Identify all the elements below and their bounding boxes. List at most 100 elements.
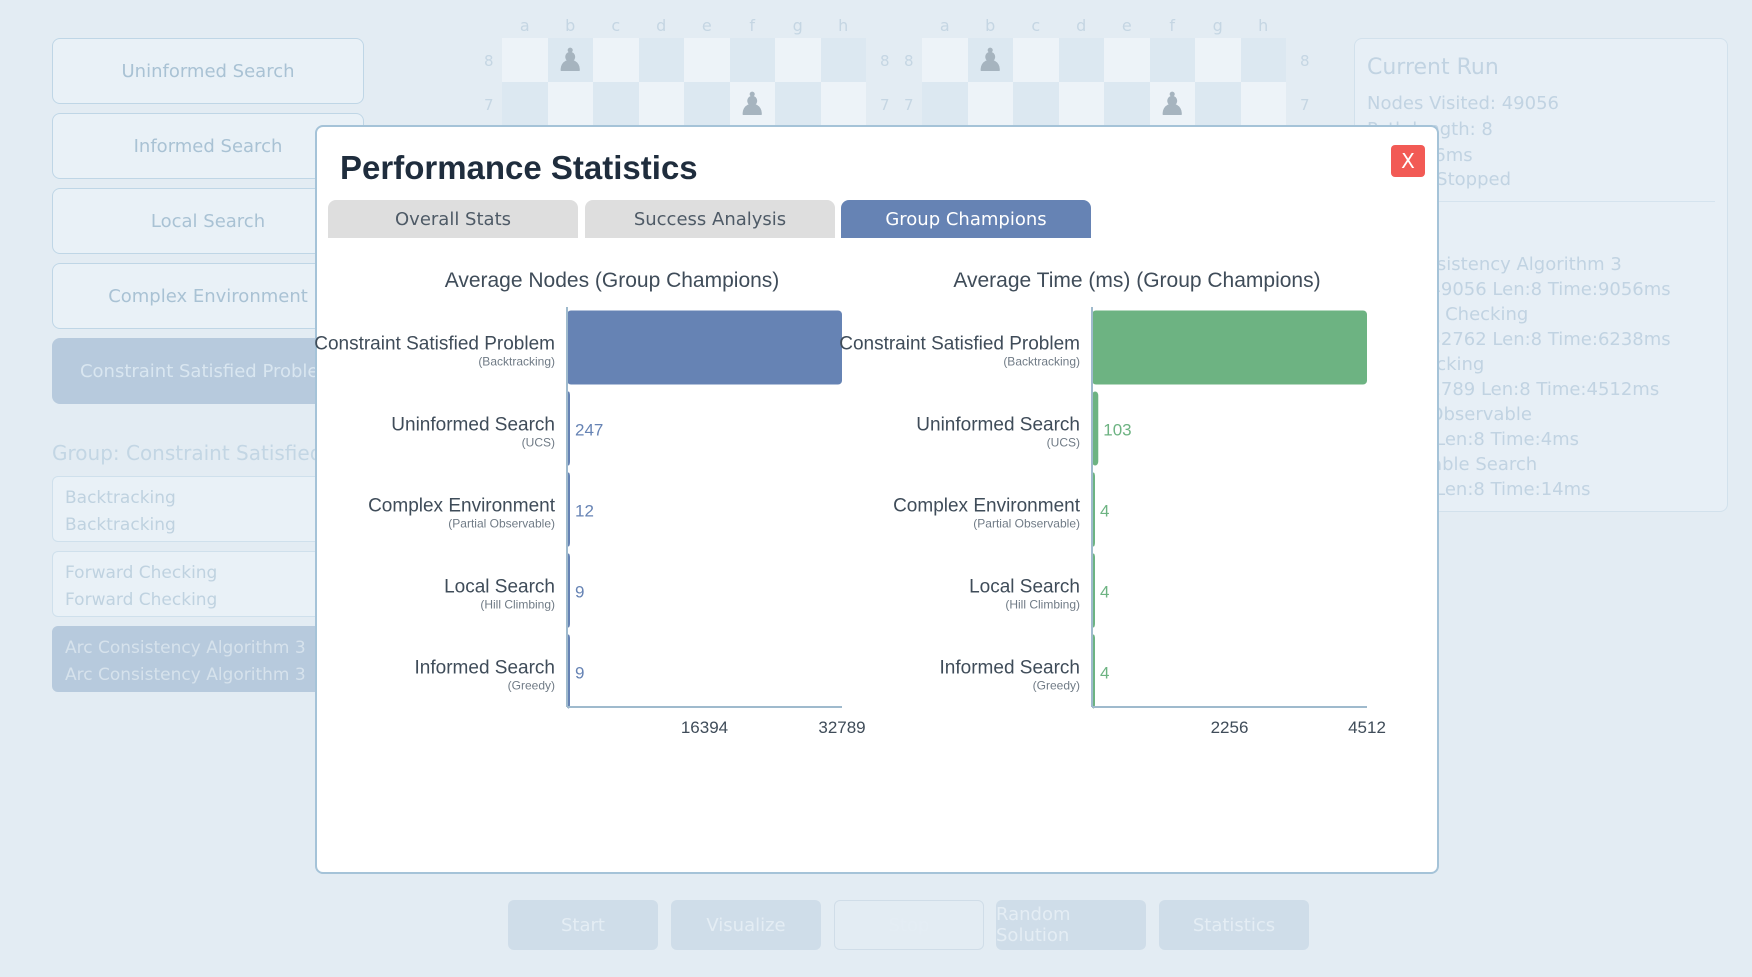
rank-label: 7 xyxy=(484,96,494,114)
menu-informed-search[interactable]: Informed Search xyxy=(52,113,364,179)
category-sublabel: (Hill Climbing) xyxy=(1005,598,1080,612)
category-label: Informed Search xyxy=(415,658,555,679)
history-line: Nodes:32762 Len:8 Time:6238ms xyxy=(1367,329,1671,350)
bar xyxy=(567,310,842,385)
stop-button[interactable]: Stop xyxy=(834,900,984,950)
chart-svg: Average Nodes (Group Champions) Constrain… xyxy=(314,269,865,737)
board-square xyxy=(1058,82,1104,126)
board-square xyxy=(1149,82,1195,126)
visualize-button[interactable]: Visualize xyxy=(671,900,821,950)
board-square xyxy=(922,82,968,126)
category-label: Informed Search xyxy=(940,658,1080,679)
modal-title: Performance Statistics xyxy=(340,149,698,186)
board-square xyxy=(1104,82,1150,126)
board-square xyxy=(820,82,866,126)
category-label: Complex Environment xyxy=(893,496,1081,517)
category-label: Constraint Satisfied Problem xyxy=(314,334,555,355)
tick-label: 32789 xyxy=(818,718,865,737)
chart-average-nodes: Average Nodes (Group Champions) Constrain… xyxy=(314,267,865,737)
board-square xyxy=(1240,82,1286,126)
tick-label: 4512 xyxy=(1348,718,1386,737)
statistics-button[interactable]: Statistics xyxy=(1159,900,1309,950)
category-sublabel: (Greedy) xyxy=(508,679,555,693)
algorithm-item-backtracking[interactable]: Backtracking Backtracking xyxy=(52,476,352,542)
board-square xyxy=(1104,38,1150,82)
board-square xyxy=(684,38,730,82)
board-square xyxy=(820,38,866,82)
value-label: 9 xyxy=(575,583,584,602)
rank-label: 7 xyxy=(904,96,914,114)
group-label: Group: Constraint Satisfied P xyxy=(52,441,341,465)
history-line: Nodes:1789 Len:8 Time:4512ms xyxy=(1367,379,1660,400)
board-square xyxy=(1149,38,1195,82)
value-label: 4 xyxy=(1100,583,1109,602)
current-run-title: Current Run xyxy=(1367,55,1499,80)
chart-title: Average Time (ms) (Group Champions) xyxy=(953,269,1320,292)
tick-label: 16394 xyxy=(681,718,728,737)
menu-local-search[interactable]: Local Search xyxy=(52,188,364,254)
board-square xyxy=(684,82,730,126)
board-square xyxy=(1195,82,1241,126)
menu-constraint-satisfied-problem[interactable]: Constraint Satisfied Problem xyxy=(52,338,364,404)
category-sublabel: (Backtracking) xyxy=(1003,355,1080,369)
board-square xyxy=(1195,38,1241,82)
value-label: 247 xyxy=(575,421,603,440)
algorithm-name: Forward Checking xyxy=(65,563,218,583)
algorithm-name: Arc Consistency Algorithm 3 xyxy=(65,638,306,658)
board-square xyxy=(1013,82,1059,126)
board-square xyxy=(775,82,821,126)
bar xyxy=(1092,391,1099,466)
start-button[interactable]: Start xyxy=(508,900,658,950)
category-sublabel: (UCS) xyxy=(522,436,555,450)
statistics-modal: Performance Statistics X Overall Stats S… xyxy=(314,125,1439,874)
value-label: 4 xyxy=(1100,664,1109,683)
board-square xyxy=(547,82,593,126)
category-label: Constraint Satisfied Problem xyxy=(839,334,1080,355)
value-label: 4 xyxy=(1100,502,1109,521)
board-square xyxy=(967,82,1013,126)
bar xyxy=(1092,310,1367,385)
value-label: 12 xyxy=(575,502,594,521)
pawn-icon: ♟ xyxy=(975,41,1005,79)
algorithm-name: Backtracking xyxy=(65,488,176,508)
chart-title: Average Nodes (Group Champions) xyxy=(445,269,780,292)
board-square xyxy=(593,82,639,126)
random-solution-button[interactable]: Random Solution xyxy=(996,900,1146,950)
close-button[interactable]: X xyxy=(1391,145,1425,177)
board-square xyxy=(593,38,639,82)
algorithm-subname: Arc Consistency Algorithm 3 xyxy=(65,665,306,685)
tab-success-analysis[interactable]: Success Analysis xyxy=(585,200,835,238)
pawn-icon: ♟ xyxy=(737,85,767,123)
board-square xyxy=(922,38,968,82)
rank-label: 8 xyxy=(880,52,890,70)
category-label: Uninformed Search xyxy=(916,415,1080,436)
category-label: Local Search xyxy=(969,577,1080,598)
board-square xyxy=(547,38,593,82)
menu-uninformed-search[interactable]: Uninformed Search xyxy=(52,38,364,104)
value-label: 9 xyxy=(575,664,584,683)
rank-label: 8 xyxy=(484,52,494,70)
history-line: Nodes:49056 Len:8 Time:9056ms xyxy=(1367,279,1671,300)
category-sublabel: (Partial Observable) xyxy=(973,517,1080,531)
pawn-icon: ♟ xyxy=(555,41,585,79)
run-nodes-visited: Nodes Visited: 49056 xyxy=(1367,93,1559,114)
board-square xyxy=(638,38,684,82)
category-sublabel: (Greedy) xyxy=(1033,679,1080,693)
rank-label: 8 xyxy=(1300,52,1310,70)
board-square xyxy=(502,38,548,82)
board-square xyxy=(638,82,684,126)
tab-group-champions[interactable]: Group Champions xyxy=(841,200,1091,238)
tab-overall-stats[interactable]: Overall Stats xyxy=(328,200,578,238)
value-label: 103 xyxy=(1103,421,1131,440)
rank-label: 8 xyxy=(904,52,914,70)
menu-complex-environment[interactable]: Complex Environment xyxy=(52,263,364,329)
category-sublabel: (UCS) xyxy=(1047,436,1080,450)
board-square xyxy=(729,38,775,82)
algorithm-subname: Forward Checking xyxy=(65,590,218,610)
algorithm-item-forward-checking[interactable]: Forward Checking Forward Checking xyxy=(52,551,352,617)
category-sublabel: (Backtracking) xyxy=(478,355,555,369)
rank-label: 7 xyxy=(1300,96,1310,114)
board-square xyxy=(1013,38,1059,82)
algorithm-item-ac3[interactable]: Arc Consistency Algorithm 3 Arc Consiste… xyxy=(52,626,352,692)
